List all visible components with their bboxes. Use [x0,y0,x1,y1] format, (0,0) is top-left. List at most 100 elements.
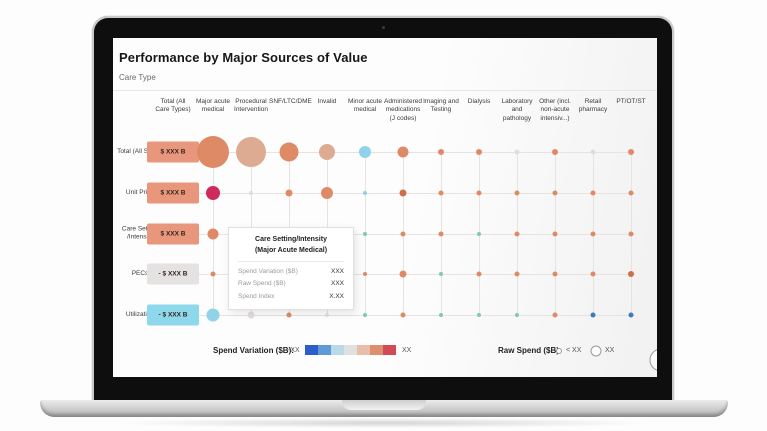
tooltip-value: XXX [330,280,344,288]
column-header: Other (incl. non-acute intensiv...) [539,98,571,122]
bubble-matrix-chart: Total (All Care Types) Major acute medica… [113,38,657,377]
bubble[interactable] [285,189,293,197]
bubble[interactable] [197,136,229,168]
bubble[interactable] [249,191,253,195]
bubble[interactable] [590,271,596,277]
bubble[interactable] [399,189,407,197]
column-header: Minor acute medical [348,98,382,114]
spend-variation-swatch [383,345,396,355]
bubble[interactable] [590,231,596,237]
bubble[interactable] [438,149,444,155]
bubble[interactable] [477,232,481,236]
bubble[interactable] [400,231,406,237]
bubble[interactable] [236,137,266,167]
bubble[interactable] [590,312,596,318]
bubble[interactable] [552,271,558,277]
bubble[interactable] [363,232,367,236]
grid-hline [199,151,635,153]
bubble[interactable] [363,191,367,195]
bubble[interactable] [514,149,520,155]
bubble[interactable] [628,231,634,237]
bubble[interactable] [476,271,482,277]
bubble[interactable] [439,272,443,276]
bubble[interactable] [515,313,519,317]
bubble[interactable] [279,142,299,162]
bubble[interactable] [325,313,329,317]
row-label: Unit Price [125,188,155,196]
bubble[interactable] [400,312,406,318]
bubble[interactable] [590,149,596,155]
row-total-value-box[interactable]: $ XXX B [147,223,199,245]
bubble[interactable] [363,313,367,317]
bubble[interactable] [286,312,292,318]
column-header: Major acute medical [196,98,230,114]
column-header: Total (All Care Types) [155,98,191,114]
bubble[interactable] [321,187,333,199]
bubble[interactable] [514,271,520,277]
page-title: Performance by Major Sources of Value [119,50,368,65]
row-label: PECs [131,269,149,277]
bubble[interactable] [319,144,335,160]
bubble[interactable] [476,190,482,196]
bubble[interactable] [552,190,558,196]
bubble[interactable] [628,312,634,318]
tooltip-value: X.XX [329,292,344,300]
column-header: Administered medications (J codes) [384,98,422,122]
row-label: Total (All SOVs) [117,147,163,155]
spend-variation-swatch [331,345,344,355]
bubble[interactable] [476,149,482,155]
header-divider [113,90,657,91]
raw-spend-medium-label: XX [605,347,615,354]
tooltip-row-spend-variation: Spend Variation ($B) XXX [238,266,344,278]
laptop-shadow [110,418,658,428]
bubble[interactable] [359,146,371,158]
bubble[interactable] [552,312,558,318]
spend-variation-swatch [318,345,331,355]
bubble[interactable] [206,308,220,322]
column-header: Invalid [317,98,337,105]
bubble[interactable] [628,271,634,277]
bubble[interactable] [439,313,443,317]
bubble[interactable] [477,313,481,317]
bubble[interactable] [552,231,558,237]
tooltip: Care Setting/Intensity (Major Acute Medi… [228,227,354,311]
spend-variation-swatch [357,345,370,355]
tooltip-title-line1: Care Setting/Intensity [255,236,327,243]
care-type-filter-label[interactable]: Care Type [119,73,156,82]
row-label: Utilization [125,310,155,318]
column-header: SNF/LTC/DME [269,98,312,105]
row-total-value-box[interactable]: $ XXX B [147,182,199,204]
bubble[interactable] [628,149,634,155]
bubble[interactable] [552,149,558,155]
tooltip-label: Raw Spend ($B) [238,280,286,288]
tooltip-row-raw-spend: Raw Spend ($B) XXX [238,278,344,290]
bubble[interactable] [514,231,520,237]
bubble[interactable] [399,270,407,278]
column-header: PT/OT/ST [616,98,646,105]
tooltip-title-line2: (Major Acute Medical) [254,246,328,254]
row-total-value-box[interactable]: $ XXX B [147,141,199,163]
row-total-value-box[interactable]: - $ XXX B [147,263,199,285]
raw-spend-medium-circle-icon [590,345,602,357]
tooltip-value: XXX [330,268,344,275]
camera-dot [382,26,385,29]
bubble[interactable] [438,190,444,196]
bubble[interactable] [628,190,634,196]
tooltip-divider [238,261,344,262]
row-total-value-box[interactable]: - $ XXX B [147,304,199,326]
spend-variation-swatch [370,345,383,355]
bubble[interactable] [438,231,444,237]
bubble[interactable] [397,146,409,158]
bubble[interactable] [363,272,367,276]
bubble[interactable] [247,311,255,319]
column-header: Retail pharmacy [578,98,608,114]
raw-spend-small-label: < XX [566,347,582,354]
bubble[interactable] [206,186,220,200]
bubble[interactable] [590,190,596,196]
bubble[interactable] [210,271,216,277]
bubble[interactable] [514,190,520,196]
raw-spend-legend-label: Raw Spend ($B): [498,346,562,355]
tooltip-row-spend-index: Spend Index X.XX [238,291,344,303]
bubble[interactable] [207,228,219,240]
